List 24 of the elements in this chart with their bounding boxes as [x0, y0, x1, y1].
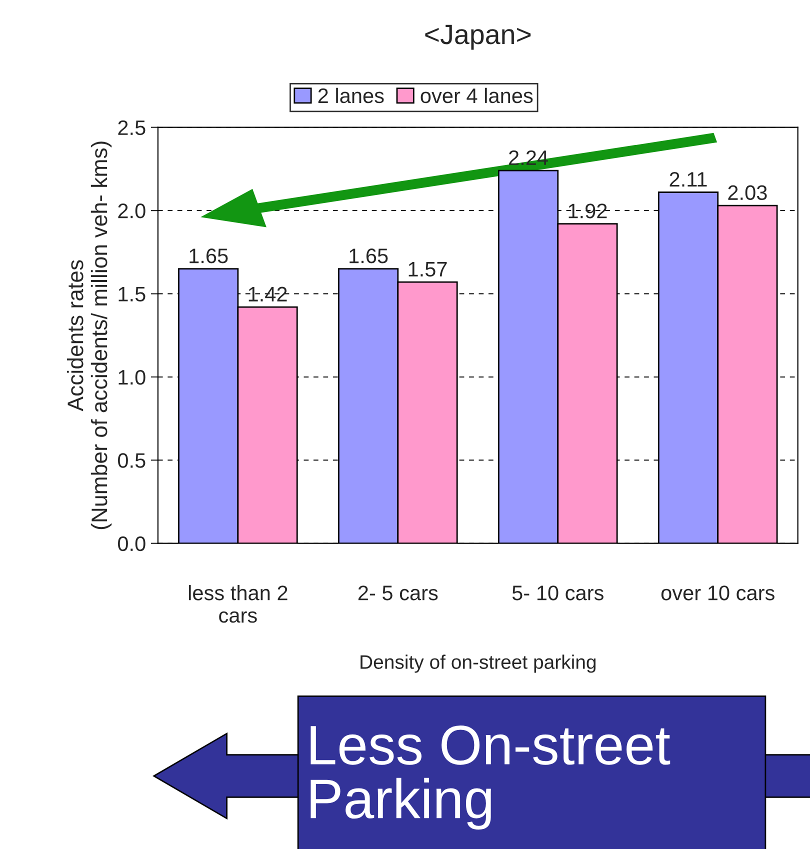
data-label: 1.65: [350, 248, 388, 264]
x-axis-title: Density of on-street parking: [360, 654, 596, 673]
data-label: 2.11: [670, 172, 707, 187]
y-tick-label: 2.0: [118, 204, 146, 218]
y-tick-label: 1.0: [118, 370, 146, 385]
y-axis-title: Accidents rates (Number of accidents/ million veh- kms): [66, 142, 112, 530]
data-label: 2.03: [728, 185, 767, 200]
data-label: 2.24: [509, 150, 548, 165]
legend-label: 2 lanes: [318, 88, 384, 104]
x-tick-label: 2- 5 cars: [358, 586, 438, 600]
chart-title: <Japan>: [425, 24, 531, 50]
text: Less On-street Parking: [310, 726, 670, 830]
y-tick-label: 2.5: [118, 120, 146, 136]
y-tick-label: 0.0: [118, 536, 146, 552]
data-label: 1.57: [408, 262, 447, 277]
x-tick-label: less than 2 cars: [188, 585, 288, 623]
data-label: 1.42: [248, 286, 287, 302]
x-tick-label: over 10 cars: [661, 586, 774, 600]
y-tick-label: 0.5: [118, 453, 146, 468]
legend-label: over 4 lanes: [420, 88, 533, 104]
data-label: 1.92: [568, 204, 607, 218]
x-tick-label: 5- 10 cars: [512, 586, 604, 600]
data-label: 1.65: [190, 248, 228, 264]
y-tick-label: 1.5: [118, 286, 146, 302]
